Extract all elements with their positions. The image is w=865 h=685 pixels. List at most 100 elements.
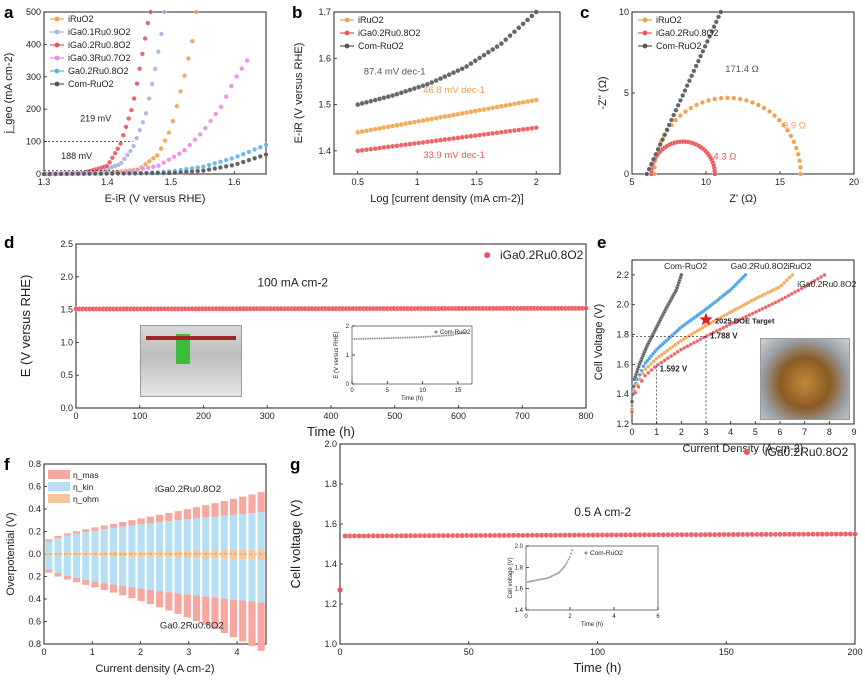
data-point-Ga0.2Ru0.8O2	[246, 149, 252, 155]
data-point-Com-RuO2	[677, 97, 683, 103]
data-point-iGa0.2Ru0.8O2	[455, 135, 461, 141]
x-tick-label: 2	[568, 614, 572, 620]
inset-data-point	[459, 332, 462, 335]
inset-data-point	[376, 337, 379, 340]
y-tick-label: 1.0	[324, 639, 337, 649]
stacked-bar-segment	[211, 516, 219, 551]
data-point-Com-RuO2	[682, 88, 688, 93]
panel-letter-e: e	[597, 233, 606, 252]
data-point-iGa0.2Ru0.8O2	[407, 141, 413, 147]
stacked-bar-segment	[100, 556, 108, 584]
legend-a-marker	[54, 68, 60, 74]
data-point-Com-RuO2	[144, 170, 149, 176]
data-point-iGa0.2Ru0.8O2	[669, 531, 676, 538]
data-point-Com-RuO2	[240, 159, 246, 165]
panel-b: 0.5 1 1.5 2 1.4 1.5 1.6 1.7 Log [current density…	[293, 7, 561, 205]
top-series-label: iGa0.2Ru0.8O2	[155, 484, 221, 495]
stacked-bar-segment	[220, 558, 228, 599]
data-point-iRuO2	[162, 138, 168, 144]
data-point-Com-RuO2	[702, 43, 708, 49]
inset-data-point	[565, 562, 568, 566]
data-point-iGa0.2Ru0.8O2	[665, 531, 671, 538]
data-point-Com-RuO2	[704, 39, 710, 44]
x-axis-label: Current Density (A cm-2)	[682, 443, 803, 455]
data-point-iGa0.2Ru0.8O2	[770, 301, 775, 307]
data-point-iGa0.2Ru0.8O2	[819, 531, 826, 537]
y-tick-label: 400	[26, 39, 41, 49]
stacked-bar-segment	[128, 551, 136, 554]
x-axis-label: Z' (Ω)	[729, 193, 756, 205]
x-tick-label: 1	[415, 177, 420, 187]
x-axis-label: Time (h)	[401, 396, 423, 402]
stacked-bar-segment	[239, 559, 247, 601]
x-axis-label: Time (h)	[574, 660, 622, 675]
data-point-iGa0.2Ru0.8O2	[758, 531, 765, 538]
legend-f-text: η_kin	[73, 482, 94, 492]
data-point-Com-RuO2	[183, 169, 189, 175]
data-point-iGa0.2Ru0.8O2	[131, 96, 137, 101]
annotation-label: 219 mV	[80, 114, 111, 124]
legend-b-marker	[344, 43, 350, 49]
stacked-bar-segment	[128, 556, 136, 588]
y-tick-label: 1.6	[515, 587, 524, 593]
data-point-iGa0.2Ru0.8O2	[515, 532, 521, 539]
data-point-Com-RuO2	[657, 142, 663, 147]
legend-d-text: iGa0.2Ru0.8O2	[500, 248, 584, 262]
legend-g-text: iGa0.2Ru0.8O2	[765, 445, 849, 459]
data-point-iGa0.3Ru0.7O2	[150, 164, 156, 170]
data-point-iGa0.2Ru0.8O2	[134, 81, 140, 87]
y-tick-label: 1.8	[616, 330, 629, 340]
data-point-Com-RuO2	[126, 170, 132, 176]
data-point-iGa0.3Ru0.7O2	[234, 74, 240, 80]
data-point-iGa0.2Ru0.8O2	[847, 531, 854, 537]
data-point-iGa0.2Ru0.8O2	[838, 531, 844, 537]
data-point-iGa0.2Ru0.8O2	[403, 533, 409, 539]
data-point-Com-RuO2	[212, 166, 218, 171]
data-point-Com-RuO2	[713, 19, 719, 25]
data-point-Com-RuO2	[686, 78, 692, 84]
panel-undefined-inset: 0 2 4 6 1.4 1.6 1.8 2.0 Time (h) Cell voltage (V)…	[508, 544, 660, 628]
data-point-iGa0.2Ru0.8O2	[810, 531, 816, 537]
panel-g: 0 50 100 150 200 1.0 1.2 1.4 1.6 1.8 2.0 Time (h) Ce…	[288, 439, 863, 675]
stacked-bar-segment	[229, 549, 238, 554]
stacked-bar-segment	[257, 559, 265, 603]
stacked-bar-segment	[220, 554, 228, 559]
stacked-bar-segment	[146, 589, 154, 605]
data-point-Com-RuO2	[711, 24, 717, 30]
x-tick-label: 0	[73, 411, 78, 421]
stacked-bar-segment	[165, 557, 173, 593]
data-point-iRuO2	[798, 171, 804, 177]
inset-data-point	[429, 335, 432, 338]
stacked-bar-segment	[156, 522, 164, 552]
data-point-iRuO2	[743, 98, 749, 103]
data-point-iGa0.2Ru0.8O2	[674, 531, 681, 538]
data-point-iGa0.1Ru0.9O2	[137, 127, 143, 133]
stacked-bar-segment	[54, 573, 62, 577]
data-point-Com-RuO2	[115, 170, 121, 176]
stacked-bar-segment	[146, 523, 154, 552]
data-point-iGa0.2Ru0.8O2	[394, 143, 400, 149]
plot-frame	[631, 259, 855, 425]
data-point-iGa0.2Ru0.8O2	[682, 345, 687, 350]
x-tick-label: 2	[138, 647, 143, 657]
y-tick-label: 0.5	[60, 370, 73, 380]
data-point-Com-RuO2	[520, 21, 526, 27]
data-point-iGa0.2Ru0.8O2	[473, 532, 479, 539]
data-point-iGa0.2Ru0.8O2	[688, 342, 693, 347]
data-point-iGa0.2Ru0.8O2	[693, 531, 699, 538]
legend-a-marker	[54, 42, 60, 48]
data-point-Com-RuO2	[172, 170, 178, 176]
data-point-iGa0.2Ru0.8O2	[481, 131, 487, 138]
data-point-Com-RuO2	[698, 53, 704, 59]
data-point-iGa0.2Ru0.8O2	[652, 365, 657, 370]
data-point-iGa0.2Ru0.8O2	[128, 107, 134, 113]
x-tick-label: 700	[515, 411, 530, 421]
stacked-bar-segment	[119, 526, 127, 552]
legend-a-text: iRuO2	[68, 14, 94, 24]
y-tick-label: 0.4	[28, 594, 41, 604]
tafel-slope-label: 33.9 mV dec-1	[423, 150, 485, 161]
data-point-iGa0.2Ru0.8O2	[730, 531, 737, 538]
stacked-bar-segment	[220, 515, 228, 551]
data-point-iRuO2	[472, 108, 478, 114]
